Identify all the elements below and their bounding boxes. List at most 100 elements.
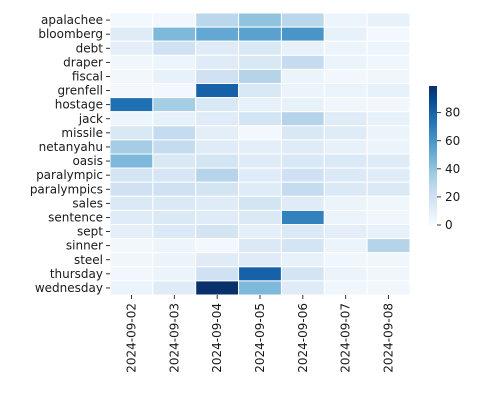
heatmap-cell-thursday-2024-09-03 xyxy=(152,266,197,282)
y-tick-label: sentence xyxy=(48,210,103,224)
y-tick-label: sales xyxy=(72,196,103,210)
heatmap-cell-paralympic-2024-09-05 xyxy=(238,167,282,183)
heatmap-cell-debt-2024-09-05 xyxy=(238,40,282,56)
heatmap-cell-sales-2024-09-06 xyxy=(280,195,325,211)
colorbar-gradient xyxy=(429,86,437,225)
heatmap-cell-bloomberg-2024-09-07 xyxy=(323,26,368,42)
heatmap-cell-jack-2024-09-03 xyxy=(152,111,197,127)
heatmap-cell-paralympic-2024-09-04 xyxy=(195,167,240,183)
heatmap-cell-sentence-2024-09-05 xyxy=(238,209,282,225)
y-tick-label: grenfell xyxy=(57,84,103,98)
heatmap-cell-sales-2024-09-05 xyxy=(238,195,282,211)
heatmap-cell-steel-2024-09-05 xyxy=(238,252,282,268)
heatmap-cell-sentence-2024-09-06 xyxy=(280,209,325,225)
heatmap-cell-draper-2024-09-05 xyxy=(238,54,282,70)
heatmap-cell-hostage-2024-09-04 xyxy=(195,97,240,113)
heatmap-cell-wednesday-2024-09-07 xyxy=(323,280,368,296)
heatmap-cell-bloomberg-2024-09-08 xyxy=(366,26,411,42)
x-tick-label: 2024-09-05 xyxy=(253,303,267,373)
heatmap-cell-debt-2024-09-06 xyxy=(280,40,325,56)
heatmap-cell-grenfell-2024-09-07 xyxy=(323,83,368,99)
heatmap-cell-sentence-2024-09-02 xyxy=(109,209,154,225)
heatmap-cell-debt-2024-09-02 xyxy=(109,40,154,56)
y-tick-label: sept xyxy=(77,225,103,239)
heatmap-cell-sales-2024-09-04 xyxy=(195,195,240,211)
heatmap-cell-wednesday-2024-09-04 xyxy=(195,280,240,296)
y-tick-label: netanyahu xyxy=(39,140,103,154)
heatmap-cell-fiscal-2024-09-02 xyxy=(109,68,154,85)
heatmap-cell-missile-2024-09-02 xyxy=(109,125,154,141)
heatmap-cell-jack-2024-09-05 xyxy=(238,111,282,127)
heatmap-cell-hostage-2024-09-08 xyxy=(366,97,411,113)
heatmap-cell-thursday-2024-09-05 xyxy=(238,266,282,282)
y-tick-label: bloomberg xyxy=(38,27,103,41)
heatmap-cell-debt-2024-09-04 xyxy=(195,40,240,56)
heatmap-cell-missile-2024-09-04 xyxy=(195,125,240,141)
heatmap-cell-paralympics-2024-09-04 xyxy=(195,181,240,197)
heatmap-cell-apalachee-2024-09-02 xyxy=(109,12,154,28)
heatmap-cell-fiscal-2024-09-03 xyxy=(152,68,197,85)
heatmap-cell-steel-2024-09-06 xyxy=(280,252,325,268)
y-tick-label: draper xyxy=(63,55,103,69)
heatmap-cell-grenfell-2024-09-06 xyxy=(280,83,325,99)
heatmap-cell-missile-2024-09-03 xyxy=(152,125,197,141)
heatmap-cell-sales-2024-09-02 xyxy=(109,195,154,211)
heatmap-cell-debt-2024-09-07 xyxy=(323,40,368,56)
heatmap-cell-paralympic-2024-09-08 xyxy=(366,167,411,183)
heatmap-cell-thursday-2024-09-08 xyxy=(366,266,411,282)
heatmap-cell-hostage-2024-09-07 xyxy=(323,97,368,113)
y-tick-label: paralympic xyxy=(36,168,103,182)
heatmap-cell-bloomberg-2024-09-05 xyxy=(238,26,282,42)
heatmap-cell-sept-2024-09-04 xyxy=(195,224,240,240)
heatmap-cell-netanyahu-2024-09-06 xyxy=(280,139,325,155)
heatmap-cell-paralympics-2024-09-02 xyxy=(109,181,154,197)
heatmap-cell-oasis-2024-09-04 xyxy=(195,153,240,169)
heatmap-cell-sinner-2024-09-07 xyxy=(323,238,368,254)
heatmap-cell-sales-2024-09-08 xyxy=(366,195,411,211)
heatmap-cell-netanyahu-2024-09-02 xyxy=(109,139,154,155)
heatmap-cell-hostage-2024-09-05 xyxy=(238,97,282,113)
heatmap-cell-grenfell-2024-09-05 xyxy=(238,83,282,99)
heatmap-cell-jack-2024-09-02 xyxy=(109,111,154,127)
heatmap-cell-sentence-2024-09-08 xyxy=(366,209,411,225)
heatmap-cell-sentence-2024-09-03 xyxy=(152,209,197,225)
colorbar-tick-label: 60 xyxy=(445,134,460,148)
heatmap-cell-draper-2024-09-06 xyxy=(280,54,325,70)
x-tick-label: 2024-09-08 xyxy=(382,303,396,373)
heatmap-cell-draper-2024-09-04 xyxy=(195,54,240,70)
heatmap-cell-steel-2024-09-03 xyxy=(152,252,197,268)
y-tick-label: sinner xyxy=(66,239,103,253)
heatmap-cell-oasis-2024-09-08 xyxy=(366,153,411,169)
heatmap-cell-sinner-2024-09-04 xyxy=(195,238,240,254)
x-tick-label: 2024-09-03 xyxy=(167,303,181,373)
heatmap-cell-paralympics-2024-09-07 xyxy=(323,181,368,197)
heatmap-cell-oasis-2024-09-06 xyxy=(280,153,325,169)
y-tick-label: steel xyxy=(74,253,103,267)
heatmap-cell-paralympic-2024-09-02 xyxy=(109,167,154,183)
heatmap-cell-thursday-2024-09-04 xyxy=(195,266,240,282)
heatmap-cell-sinner-2024-09-03 xyxy=(152,238,197,254)
heatmap-cell-debt-2024-09-03 xyxy=(152,40,197,56)
heatmap-cell-sept-2024-09-05 xyxy=(238,224,282,240)
heatmap-cell-jack-2024-09-04 xyxy=(195,111,240,127)
heatmap-cell-sept-2024-09-07 xyxy=(323,224,368,240)
colorbar-tick-label: 40 xyxy=(445,162,460,176)
heatmap-cells xyxy=(109,12,411,296)
heatmap-cell-oasis-2024-09-07 xyxy=(323,153,368,169)
heatmap-cell-grenfell-2024-09-04 xyxy=(195,83,240,99)
heatmap-cell-sentence-2024-09-07 xyxy=(323,209,368,225)
heatmap-cell-hostage-2024-09-06 xyxy=(280,97,325,113)
heatmap-cell-bloomberg-2024-09-04 xyxy=(195,26,240,42)
heatmap-cell-grenfell-2024-09-02 xyxy=(109,83,154,99)
y-tick-label: jack xyxy=(78,112,103,126)
heatmap-cell-jack-2024-09-07 xyxy=(323,111,368,127)
x-tick-label: 2024-09-04 xyxy=(210,303,224,373)
x-tick-label: 2024-09-06 xyxy=(296,303,310,373)
heatmap-cell-sept-2024-09-06 xyxy=(280,224,325,240)
heatmap-cell-grenfell-2024-09-03 xyxy=(152,83,197,99)
heatmap-cell-sinner-2024-09-02 xyxy=(109,238,154,254)
heatmap-cell-sinner-2024-09-06 xyxy=(280,238,325,254)
y-tick-label: apalachee xyxy=(41,13,103,27)
heatmap-cell-sept-2024-09-02 xyxy=(109,224,154,240)
heatmap-cell-paralympics-2024-09-05 xyxy=(238,181,282,197)
